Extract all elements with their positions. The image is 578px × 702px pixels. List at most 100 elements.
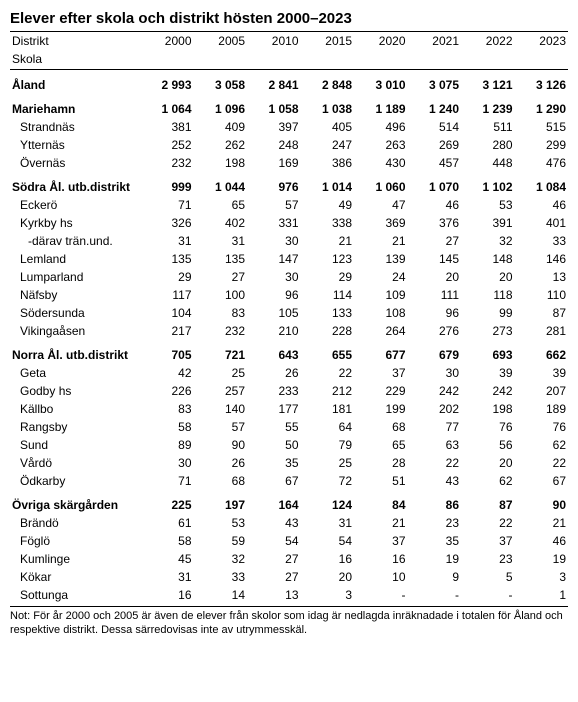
cell-value: 87	[515, 304, 569, 322]
cell-value: 35	[408, 532, 462, 550]
cell-value: 27	[408, 232, 462, 250]
cell-value: 54	[247, 532, 301, 550]
table-row: Eckerö7165574947465346	[10, 196, 568, 214]
data-table: Distrikt 2000 2005 2010 2015 2020 2021 2…	[10, 31, 568, 607]
cell-value: 86	[408, 496, 462, 514]
cell-value: 331	[247, 214, 301, 232]
cell-value: 496	[354, 118, 408, 136]
cell-value: 233	[247, 382, 301, 400]
table-row: Strandnäs381409397405496514511515	[10, 118, 568, 136]
cell-value: 381	[140, 118, 194, 136]
cell-value: 90	[194, 436, 248, 454]
row-label: Södra Ål. utb.distrikt	[10, 178, 140, 196]
cell-value: 1 070	[408, 178, 462, 196]
cell-value: 79	[301, 436, 355, 454]
cell-value: 104	[140, 304, 194, 322]
cell-value: 114	[301, 286, 355, 304]
cell-value: 189	[515, 400, 569, 418]
table-row: Kyrkby hs326402331338369376391401	[10, 214, 568, 232]
cell-value: 229	[354, 382, 408, 400]
cell-value: 90	[515, 496, 569, 514]
cell-value: 22	[461, 514, 515, 532]
cell-value: 21	[354, 232, 408, 250]
row-label: Ytternäs	[10, 136, 140, 154]
row-label: Eckerö	[10, 196, 140, 214]
row-label: -därav trän.und.	[10, 232, 140, 250]
cell-value: 3 126	[515, 76, 569, 94]
cell-value: 511	[461, 118, 515, 136]
row-label: Vikingaåsen	[10, 322, 140, 340]
cell-value: 1	[515, 586, 569, 607]
cell-value: 37	[461, 532, 515, 550]
row-label: Kyrkby hs	[10, 214, 140, 232]
cell-value: 1 058	[247, 100, 301, 118]
header-year-0: 2000	[140, 32, 194, 51]
cell-value: 207	[515, 382, 569, 400]
cell-value: 273	[461, 322, 515, 340]
cell-value: 146	[515, 250, 569, 268]
cell-value: 21	[301, 232, 355, 250]
cell-value: 39	[461, 364, 515, 382]
cell-value: 1 044	[194, 178, 248, 196]
cell-value: 515	[515, 118, 569, 136]
cell-value: 198	[194, 154, 248, 172]
header-year-5: 2021	[408, 32, 462, 51]
cell-value: 202	[408, 400, 462, 418]
table-row: Brändö6153433121232221	[10, 514, 568, 532]
cell-value: 68	[354, 418, 408, 436]
cell-value: 145	[408, 250, 462, 268]
cell-value: 67	[515, 472, 569, 490]
cell-value: 19	[515, 550, 569, 568]
cell-value: 22	[408, 454, 462, 472]
table-row: Lemland135135147123139145148146	[10, 250, 568, 268]
cell-value: 89	[140, 436, 194, 454]
row-label: Övernäs	[10, 154, 140, 172]
row-label: Kumlinge	[10, 550, 140, 568]
cell-value: 37	[354, 532, 408, 550]
table-row: Kumlinge4532271616192319	[10, 550, 568, 568]
table-row: Kökar3133272010953	[10, 568, 568, 586]
header-year-2: 2010	[247, 32, 301, 51]
cell-value: 263	[354, 136, 408, 154]
table-row: Sund8990507965635662	[10, 436, 568, 454]
header-year-6: 2022	[461, 32, 515, 51]
cell-value: 679	[408, 346, 462, 364]
cell-value: 3 075	[408, 76, 462, 94]
cell-value: 1 038	[301, 100, 355, 118]
cell-value: 326	[140, 214, 194, 232]
cell-value: 3	[301, 586, 355, 607]
cell-value: 27	[247, 568, 301, 586]
header-year-4: 2020	[354, 32, 408, 51]
cell-value: 448	[461, 154, 515, 172]
cell-value: 22	[301, 364, 355, 382]
cell-value: 14	[194, 586, 248, 607]
cell-value: 58	[140, 532, 194, 550]
cell-value: 10	[354, 568, 408, 586]
cell-value: 164	[247, 496, 301, 514]
cell-value: 21	[515, 514, 569, 532]
cell-value: 999	[140, 178, 194, 196]
cell-value: 26	[194, 454, 248, 472]
cell-value: 99	[461, 304, 515, 322]
cell-value: 199	[354, 400, 408, 418]
cell-value: 1 240	[408, 100, 462, 118]
cell-value: 20	[408, 268, 462, 286]
cell-value: 25	[301, 454, 355, 472]
cell-value: 30	[247, 232, 301, 250]
row-label: Näfsby	[10, 286, 140, 304]
cell-value: 391	[461, 214, 515, 232]
header-year-7: 2023	[515, 32, 569, 51]
cell-value: 23	[461, 550, 515, 568]
cell-value: 54	[301, 532, 355, 550]
cell-value: 77	[408, 418, 462, 436]
cell-value: 25	[194, 364, 248, 382]
header-label-2: Skola	[10, 50, 140, 70]
cell-value: 212	[301, 382, 355, 400]
cell-value: 46	[408, 196, 462, 214]
cell-value: 3 121	[461, 76, 515, 94]
cell-value: 33	[515, 232, 569, 250]
cell-value: 197	[194, 496, 248, 514]
cell-value: 64	[301, 418, 355, 436]
cell-value: 232	[140, 154, 194, 172]
row-label: Kökar	[10, 568, 140, 586]
